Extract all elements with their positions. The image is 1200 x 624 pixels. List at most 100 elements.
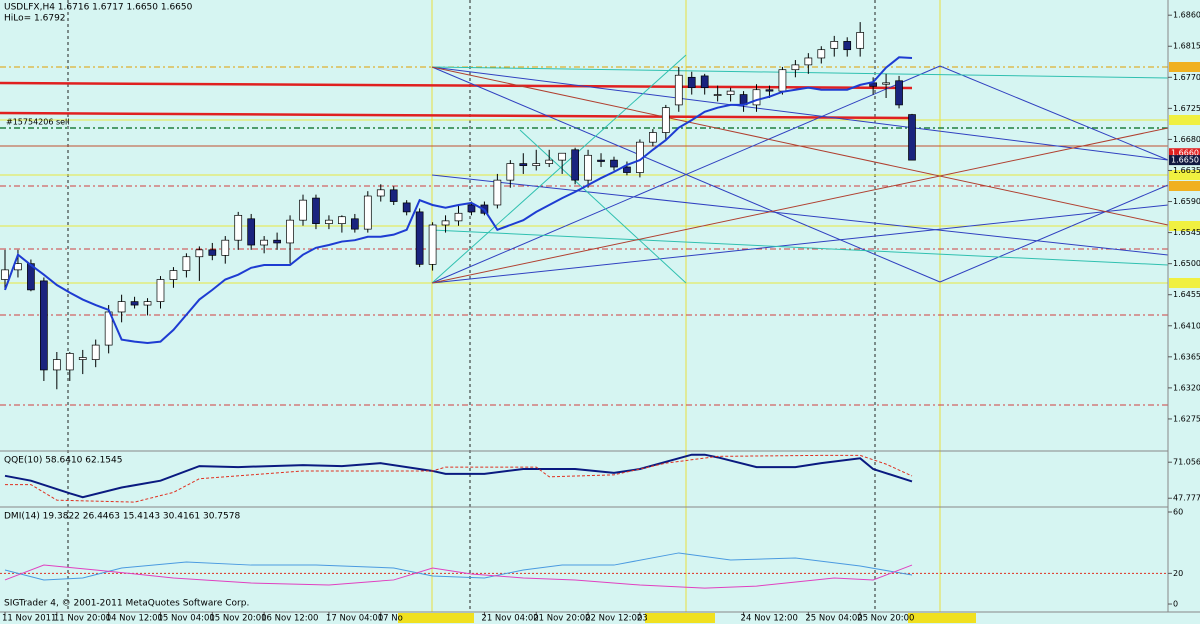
x-tick-label: 11 Nov 2011 xyxy=(2,614,56,624)
chart-title: USDLFX,H4 1.6716 1.6717 1.6650 1.6650 xyxy=(4,3,193,13)
candle-body xyxy=(350,218,359,230)
candle-body xyxy=(169,270,178,280)
y-tick-label: 1.6725 xyxy=(1173,104,1200,113)
candle-body xyxy=(260,239,268,246)
price-label: 1.6650 xyxy=(1171,156,1199,165)
candle-body xyxy=(674,74,683,106)
candle-body xyxy=(40,280,48,371)
candle-body xyxy=(597,159,605,162)
candle-body xyxy=(338,216,346,224)
candle-body xyxy=(117,301,126,313)
y-tick-label: 1.6275 xyxy=(1173,414,1200,423)
candle-body xyxy=(610,159,618,168)
y-tick-label: 1.6365 xyxy=(1173,352,1200,361)
candle-body xyxy=(325,219,333,224)
candle-body xyxy=(454,212,463,222)
hilo-line xyxy=(4,56,913,345)
candle-body xyxy=(156,279,165,302)
candle-body xyxy=(752,89,761,106)
candle-body xyxy=(402,202,411,213)
indicator-line xyxy=(4,564,913,589)
y-tick-label: 1.6455 xyxy=(1173,290,1200,299)
candle-body xyxy=(791,64,800,71)
candle-body xyxy=(286,219,294,244)
candle-body xyxy=(467,204,476,213)
candle-body xyxy=(519,163,528,166)
candle-body xyxy=(428,224,437,265)
indicator-line xyxy=(5,454,913,503)
x-tick-label: 21 Nov 20:00 xyxy=(533,614,590,624)
price-label: 1.6660 xyxy=(1171,149,1199,158)
x-tick-label: 25 Nov 20:00 xyxy=(857,614,914,624)
candle-body xyxy=(27,263,35,291)
x-tick-label: 15 Nov 04:00 xyxy=(157,614,214,624)
y-tick-label: 1.6545 xyxy=(1173,228,1200,237)
x-tick-label: 23 xyxy=(637,614,648,624)
x-tick-label: 17 Nov 04:00 xyxy=(326,614,383,624)
candle-body xyxy=(415,211,424,265)
candle-body xyxy=(493,179,502,206)
candle-body xyxy=(623,166,631,173)
y-tick-label: 0 xyxy=(1173,600,1178,609)
y-tick-label: 1.6320 xyxy=(1173,383,1200,392)
candle-body xyxy=(299,199,307,221)
candle-body xyxy=(908,114,916,161)
price-box xyxy=(1169,155,1200,166)
indicator-line xyxy=(4,552,913,581)
candle-body xyxy=(830,41,839,49)
y-tick-label: 71.0569 xyxy=(1173,458,1200,467)
x-tick-label: 21 Nov 04:00 xyxy=(481,614,538,624)
y-tick-label: 20 xyxy=(1173,569,1183,578)
candle-body xyxy=(247,218,256,246)
candle-body xyxy=(661,107,670,133)
y-tick-label: 1.6410 xyxy=(1173,321,1200,330)
candle-body xyxy=(804,57,813,66)
x-tick-label: 25 Nov 04:00 xyxy=(805,614,862,624)
candle-body xyxy=(843,41,852,51)
qqe-title: QQE(10) 58.6410 62.1545 xyxy=(4,456,123,466)
candle-body xyxy=(208,249,217,256)
candle-body xyxy=(584,154,592,181)
candle-body xyxy=(558,152,567,161)
candle-body xyxy=(817,49,826,59)
candle-body xyxy=(571,149,579,181)
y-tick-label: 1.6590 xyxy=(1173,197,1200,206)
candle-body xyxy=(221,239,230,256)
y-tick-label: 1.6635 xyxy=(1173,166,1200,175)
candle-body xyxy=(649,132,657,143)
candle-body xyxy=(1,269,9,280)
candle-body xyxy=(532,163,541,166)
candle-body xyxy=(130,301,139,306)
price-box xyxy=(1169,148,1200,159)
candle-body xyxy=(312,197,320,224)
candle-body xyxy=(778,69,787,92)
indicator-label: HiLo= 1.6792 xyxy=(4,14,66,24)
candle-body xyxy=(143,301,152,306)
x-tick-label: 22 Nov 12:00 xyxy=(585,614,642,624)
y-tick-label: 60 xyxy=(1173,507,1183,516)
candle-body xyxy=(700,75,709,89)
candle-body xyxy=(195,249,204,258)
candle-body xyxy=(14,263,22,271)
copyright: SIGTrader 4, © 2001-2011 MetaQuotes Soft… xyxy=(4,599,249,609)
candle-body xyxy=(234,214,243,241)
candle-body xyxy=(545,159,554,164)
candle-body xyxy=(856,32,865,49)
indicator-line xyxy=(4,453,913,499)
x-tick-label: 11 Nov 20:00 xyxy=(54,614,111,624)
candle-body xyxy=(273,239,281,244)
x-tick-label: 16 Nov 12:00 xyxy=(261,614,318,624)
candle-body xyxy=(713,94,722,96)
candle-body xyxy=(91,344,100,360)
candle-body xyxy=(52,359,61,371)
y-tick-label: 1.6680 xyxy=(1173,135,1200,144)
candle-body xyxy=(441,220,450,226)
dmi-title: DMI(14) 19.3822 26.4463 15.4143 30.4161 … xyxy=(4,512,240,522)
candle-body xyxy=(182,256,191,271)
candle-body xyxy=(895,80,903,106)
x-tick-label: 24 Nov 12:00 xyxy=(741,614,798,624)
y-tick-label: 1.6815 xyxy=(1173,42,1200,51)
